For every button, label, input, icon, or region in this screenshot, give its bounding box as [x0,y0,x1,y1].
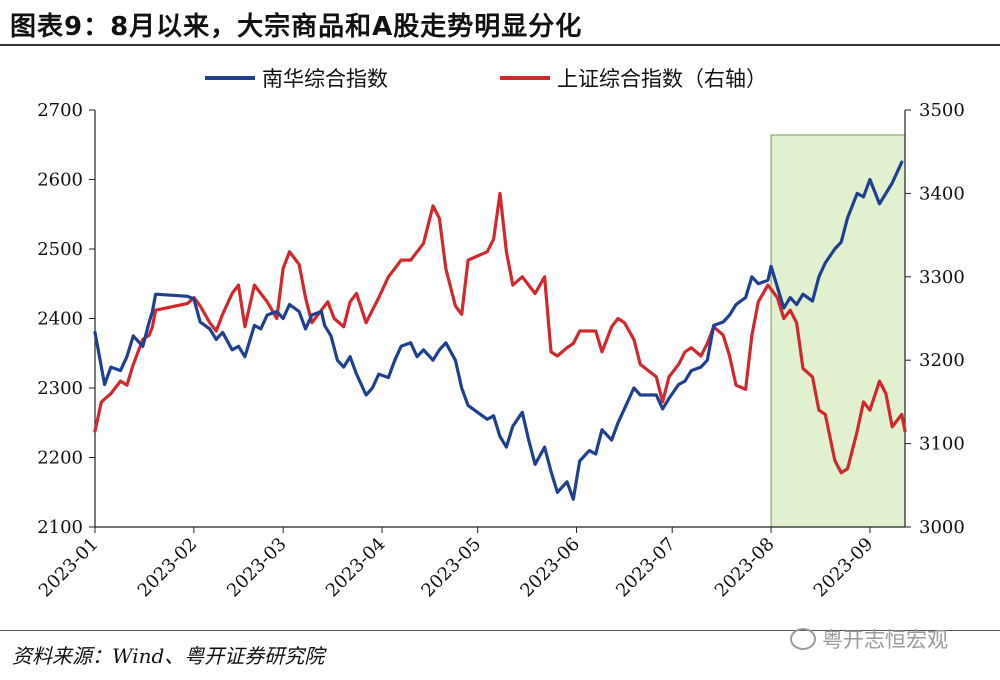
y-left-tick-label: 2100 [37,517,83,538]
line-chart: 2100 2200 2300 2400 2500 2600 2700 3000 3100 3200… [35,67,965,602]
series-line-shanghai [93,191,907,475]
x-tick-label: 2023-06 [516,534,584,602]
watermark-label: 粤开志恒宏观 [822,628,948,652]
x-tick-label: 2023-09 [810,534,878,602]
legend-label-nanhua: 南华综合指数 [262,67,388,91]
series-layer [93,160,907,501]
x-tick-label: 2023-08 [711,534,779,602]
y-left-tick-label: 2400 [37,309,83,330]
source-rule [0,630,1000,631]
x-tick-label: 2023-03 [223,534,291,602]
y-right-tick-label: 3300 [919,267,965,288]
y-right-tick-label: 3100 [919,434,965,455]
y-left-tick-label: 2300 [37,378,83,399]
y-right-tick-label: 3200 [919,350,965,371]
title-rule [0,44,1000,46]
y-left-tick-label: 2700 [37,100,83,121]
x-tick-label: 2023-01 [35,534,103,602]
watermark: 粤开志恒宏观 [790,624,948,654]
x-tick-label: 2023-05 [417,534,485,602]
y-left-tick-label: 2200 [37,448,83,469]
y-left-tick-label: 2600 [37,170,83,191]
x-tick-label: 2023-02 [134,534,202,602]
y-left-tick-label: 2500 [37,239,83,260]
x-tick-label: 2023-04 [322,534,390,602]
y-right-tick-label: 3000 [919,517,965,538]
y-right-tick-label: 3500 [919,100,965,121]
x-tick-label: 2023-07 [612,534,680,602]
series-line-nanhua [93,160,904,501]
legend-label-shanghai: 上证综合指数（右轴） [557,67,767,91]
wechat-icon [790,628,816,650]
y-right-tick-label: 3400 [919,183,965,204]
legend: 南华综合指数 上证综合指数（右轴） [205,67,767,91]
figure-title: 图表9：8月以来，大宗商品和A股走势明显分化 [10,12,583,42]
source-note: 资料来源：Wind、粤开证券研究院 [12,644,325,668]
